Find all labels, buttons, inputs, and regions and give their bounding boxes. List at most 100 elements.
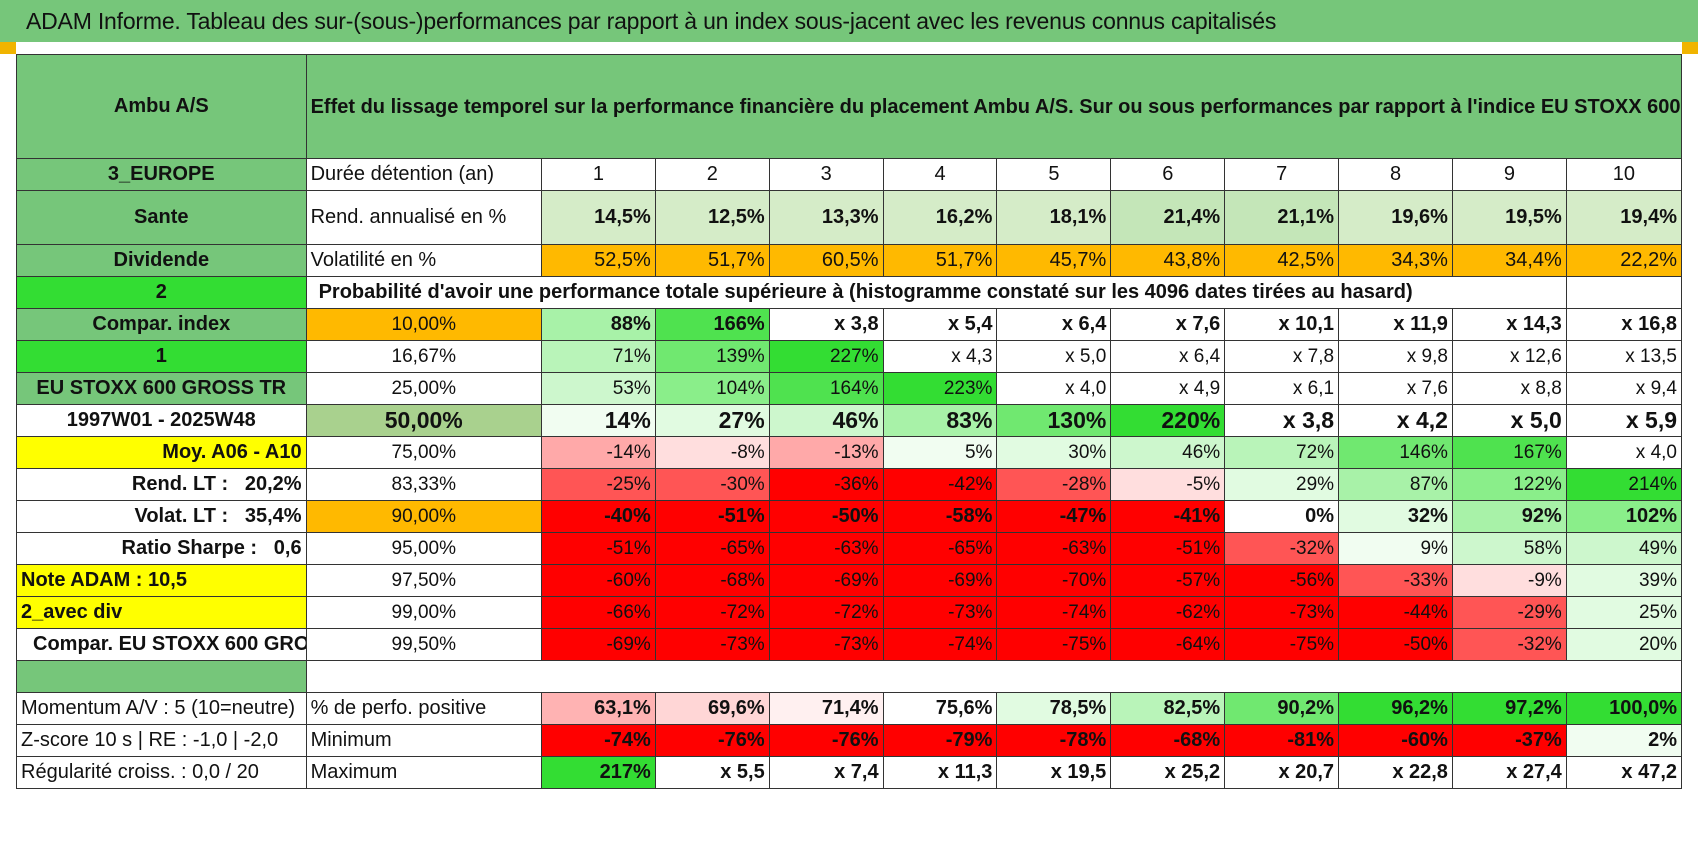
quantile-pct: 97,50%: [305, 564, 542, 597]
stats-cell: x 11,3: [882, 756, 998, 789]
proba-quantile-row: Compar. index 10,00% 88% 166% x 3,8 x 5,4 x 6,…: [16, 308, 1683, 341]
compar-index-name: Compar. EU STOXX 600 GROSS TR: [16, 628, 307, 661]
perf-cell: 25%: [1565, 596, 1683, 629]
perf-cell: 5%: [882, 436, 998, 469]
perf-cell: 14%: [540, 404, 656, 437]
volat-cell: 34,4%: [1451, 244, 1567, 277]
quantile-pct: 50,00%: [305, 404, 542, 437]
perf-cell: 214%: [1565, 468, 1683, 501]
perf-cell: 139%: [654, 340, 770, 373]
perf-cell: x 4,2: [1338, 404, 1453, 437]
perf-cell: -57%: [1110, 564, 1226, 597]
stats-cell: x 20,7: [1224, 756, 1340, 789]
year-header: 8: [1338, 158, 1453, 191]
period-label: 1997W01 - 2025W48: [16, 404, 307, 437]
rend-cell: 12,5%: [654, 190, 770, 245]
num1-cell: 1: [16, 340, 307, 373]
perf-cell: x 7,6: [1338, 372, 1453, 405]
stats-cell: -81%: [1224, 724, 1340, 757]
perf-cell: 166%: [654, 308, 770, 341]
rend-cell: 19,5%: [1451, 190, 1567, 245]
perf-cell: -14%: [540, 436, 656, 469]
perf-cell: -41%: [1110, 500, 1226, 533]
perf-cell: -72%: [768, 596, 884, 629]
perf-cell: 39%: [1565, 564, 1683, 597]
perf-cell: x 6,4: [996, 308, 1112, 341]
perf-cell: x 5,0: [996, 340, 1112, 373]
stats-row: Régularité croiss. : 0,0 / 20 Maximum 217%…: [16, 756, 1683, 789]
perf-cell: x 6,1: [1224, 372, 1340, 405]
perf-cell: 53%: [540, 372, 656, 405]
perf-cell: -75%: [996, 628, 1112, 661]
stats-cell: x 7,4: [768, 756, 884, 789]
perf-cell: 146%: [1338, 436, 1453, 469]
quantile-pct: 90,00%: [305, 500, 542, 533]
quantile-pct: 95,00%: [305, 532, 542, 565]
perf-cell: x 5,9: [1565, 404, 1683, 437]
rend-lt: Rend. LT : 20,2%: [16, 468, 307, 501]
corner-marker-right: [1682, 42, 1698, 54]
year-header: 9: [1451, 158, 1567, 191]
stats-cell: -76%: [654, 724, 770, 757]
rend-cell: 19,6%: [1338, 190, 1453, 245]
report-title: ADAM Informe. Tableau des sur-(sous-)per…: [0, 0, 1698, 42]
stats-cell: x 5,5: [654, 756, 770, 789]
spacer-row: [16, 660, 1683, 693]
perf-cell: -74%: [996, 596, 1112, 629]
stats-cell: x 27,4: [1451, 756, 1567, 789]
volat-lt: Volat. LT : 35,4%: [16, 500, 307, 533]
perf-cell: -32%: [1451, 628, 1567, 661]
perf-cell: x 10,1: [1224, 308, 1340, 341]
rend-cell: 16,2%: [882, 190, 998, 245]
perf-cell: 83%: [882, 404, 998, 437]
perf-cell: -63%: [768, 532, 884, 565]
perf-cell: -72%: [654, 596, 770, 629]
perf-cell: 220%: [1110, 404, 1226, 437]
perf-cell: -64%: [1110, 628, 1226, 661]
perf-cell: 49%: [1565, 532, 1683, 565]
perf-cell: x 3,8: [768, 308, 884, 341]
perf-cell: -8%: [654, 436, 770, 469]
perf-cell: -9%: [1451, 564, 1567, 597]
perf-cell: 223%: [882, 372, 998, 405]
region-label: 3_EUROPE: [16, 158, 307, 191]
proba-quantile-row: EU STOXX 600 GROSS TR 25,00% 53% 104% 164% 22…: [16, 372, 1683, 405]
quantile-pct: 10,00%: [305, 308, 542, 341]
rend-lt-label: Rend. LT :: [131, 473, 229, 495]
perf-cell: 58%: [1451, 532, 1567, 565]
volat-cell: 22,2%: [1565, 244, 1683, 277]
volat-cell: 51,7%: [882, 244, 998, 277]
perf-cell: 87%: [1338, 468, 1453, 501]
stats-cell: 78,5%: [996, 692, 1112, 725]
perf-cell: -65%: [882, 532, 998, 565]
stats-cell: -37%: [1451, 724, 1567, 757]
perf-cell: -68%: [654, 564, 770, 597]
perf-cell: -51%: [540, 532, 656, 565]
perf-cell: 46%: [768, 404, 884, 437]
stats-label: Minimum: [305, 724, 542, 757]
perf-cell: 92%: [1451, 500, 1567, 533]
volat-cell: 42,5%: [1224, 244, 1340, 277]
year-header: 5: [996, 158, 1112, 191]
stats-cell: -74%: [540, 724, 656, 757]
perf-cell: x 3,8: [1224, 404, 1340, 437]
stats-label: % de perfo. positive: [305, 692, 542, 725]
quantile-pct: 75,00%: [305, 436, 542, 469]
perf-cell: 29%: [1224, 468, 1340, 501]
perf-cell: 0%: [1224, 500, 1340, 533]
proba-quantile-row: 1 16,67% 71% 139% 227% x 4,3 x 5,0 x 6,4 x 7,8 x …: [16, 340, 1683, 373]
stats-cell: -79%: [882, 724, 998, 757]
performance-table: Ambu A/S Effet du lissage temporel sur l…: [16, 54, 1683, 789]
perf-cell: -44%: [1338, 596, 1453, 629]
perf-cell: -74%: [882, 628, 998, 661]
perf-cell: -30%: [654, 468, 770, 501]
proba-label: Probabilité d'avoir une performance tota…: [305, 276, 1453, 309]
rend-cell: 19,4%: [1565, 190, 1683, 245]
perf-cell: -58%: [882, 500, 998, 533]
volat-label: Volatilité en %: [305, 244, 542, 277]
quantile-pct: 83,33%: [305, 468, 542, 501]
rend-lt-value: 20,2%: [244, 473, 302, 495]
volat-cell: 60,5%: [768, 244, 884, 277]
perf-cell: x 4,9: [1110, 372, 1226, 405]
perf-cell: -66%: [540, 596, 656, 629]
